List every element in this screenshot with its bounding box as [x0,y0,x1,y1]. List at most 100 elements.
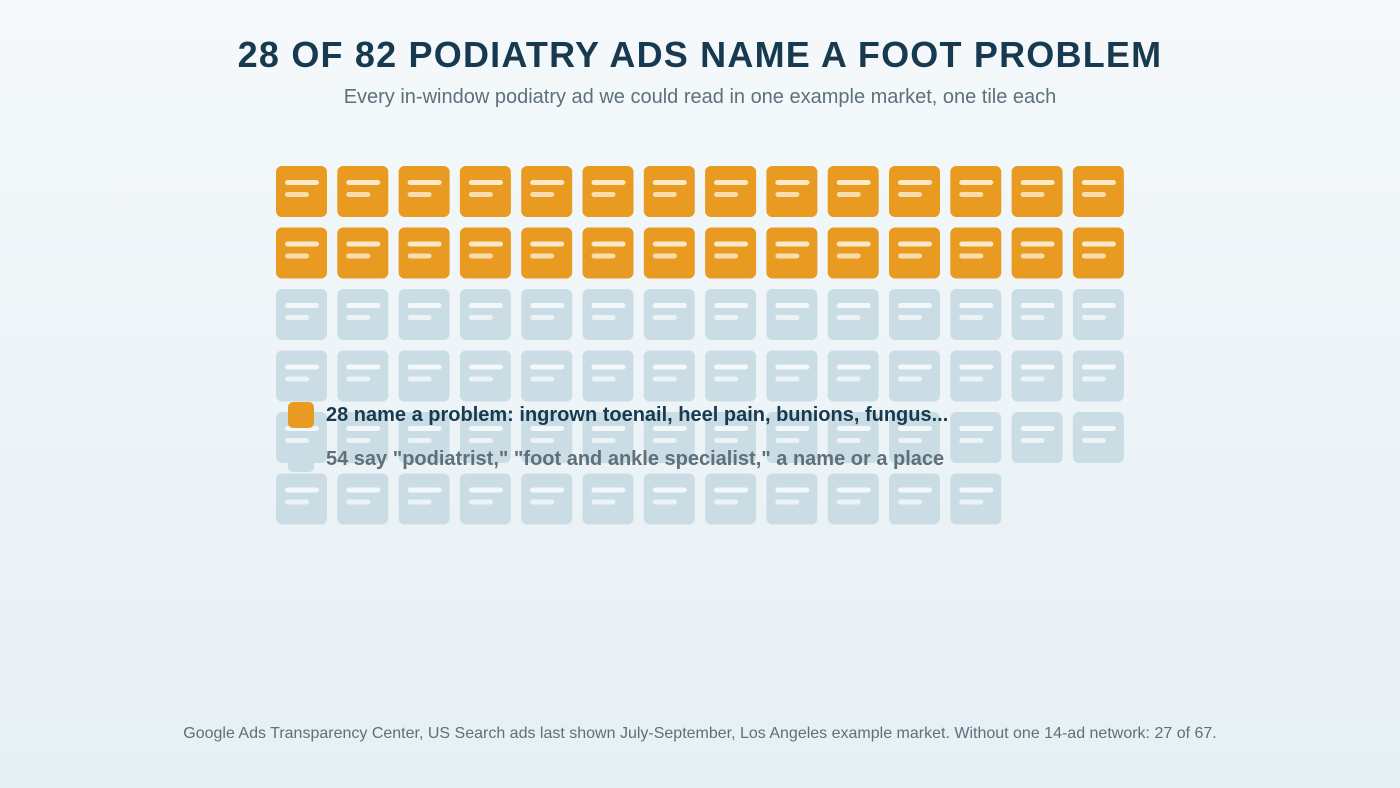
tile-line [591,499,616,505]
tile-line [652,426,687,431]
tile-line [591,376,616,382]
tile-generic [1072,350,1124,402]
tile-generic [889,289,940,340]
tile-line [898,376,922,382]
tile-generic [827,289,879,340]
tile-line [959,426,994,431]
tile-generic [1072,289,1124,340]
tile-problem [827,227,879,279]
tile-line [775,438,800,443]
tile-line [468,253,493,259]
tile-line [652,315,677,320]
tile-line [1081,241,1116,247]
tile-generic [459,412,511,463]
tile-problem [459,166,511,217]
tile-line [836,253,861,259]
tile-problem [276,227,327,279]
tile-problem [889,166,940,217]
tile-generic [766,473,818,525]
tile-line [530,364,565,370]
tile-line [1020,241,1055,247]
tile-line [714,364,749,370]
tile-generic [827,473,879,525]
tile-line [530,499,555,505]
tile-line [407,253,432,259]
tile-generic [766,412,818,463]
tile-line [836,303,871,308]
tile-line [1020,315,1045,320]
tile-line [591,315,616,320]
tile-generic [643,289,695,340]
tile-line [468,303,503,308]
tile-line [530,180,565,185]
tile-line [468,364,503,370]
tile-problem [827,166,879,217]
tile-line [1081,364,1116,370]
tile-line [407,426,442,431]
tile-line [407,438,432,443]
legend-label-problem: 28 name a problem: ingrown toenail, heel… [326,404,949,426]
tile-line [652,376,677,382]
tile-line [407,364,442,370]
tile-problem [1072,166,1124,217]
tile-line [1020,192,1045,197]
waffle-chart [276,166,1124,525]
tile-generic [521,473,573,525]
tile-line [714,426,749,431]
tile-line [714,487,749,493]
tile-line [652,499,677,505]
tile-line [407,487,442,493]
tile-line [530,315,555,320]
tile-generic [276,350,327,402]
tile-generic [643,412,695,463]
tile-problem [1011,227,1063,279]
tile-line [1020,438,1045,443]
tile-line [530,192,555,197]
tile-line [898,253,922,259]
tile-line [591,241,626,247]
tile-line [959,364,994,370]
tile-line [407,241,442,247]
tile-line [346,180,381,185]
tile-line [346,376,371,382]
tile-line [836,376,861,382]
tile-line [285,438,309,443]
tile-line [898,426,932,431]
tile-generic [705,473,757,525]
tile-line [714,303,749,308]
tile-problem [1011,166,1063,217]
tile-generic [950,412,1002,463]
tile-line [468,376,493,382]
tile-problem [950,227,1002,279]
tile-line [836,315,861,320]
tile-line [407,180,442,185]
tile-line [285,241,319,247]
tile-generic [337,412,389,463]
tile-problem [398,227,450,279]
chart-title: 28 OF 82 PODIATRY ADS NAME A FOOT PROBLE… [237,34,1163,75]
tile-line [530,426,565,431]
tile-generic [766,350,818,402]
tile-problem [337,227,389,279]
tile-line [714,241,749,247]
tile-problem [705,166,757,217]
tile-line [959,376,984,382]
tile-line [407,192,432,197]
tile-line [346,253,371,259]
tile-generic [337,350,389,402]
tile-line [468,499,493,505]
tile-line [959,241,994,247]
tile-line [530,253,555,259]
tile-line [407,376,432,382]
tile-problem [766,227,818,279]
tile-problem [398,166,450,217]
tile-line [898,241,932,247]
tile-generic [1011,412,1063,463]
tile-generic [889,350,940,402]
tile-line [468,192,493,197]
tile-line [836,487,871,493]
tile-line [1020,303,1055,308]
tile-generic [582,473,634,525]
tile-generic [459,289,511,340]
tile-line [1020,253,1045,259]
